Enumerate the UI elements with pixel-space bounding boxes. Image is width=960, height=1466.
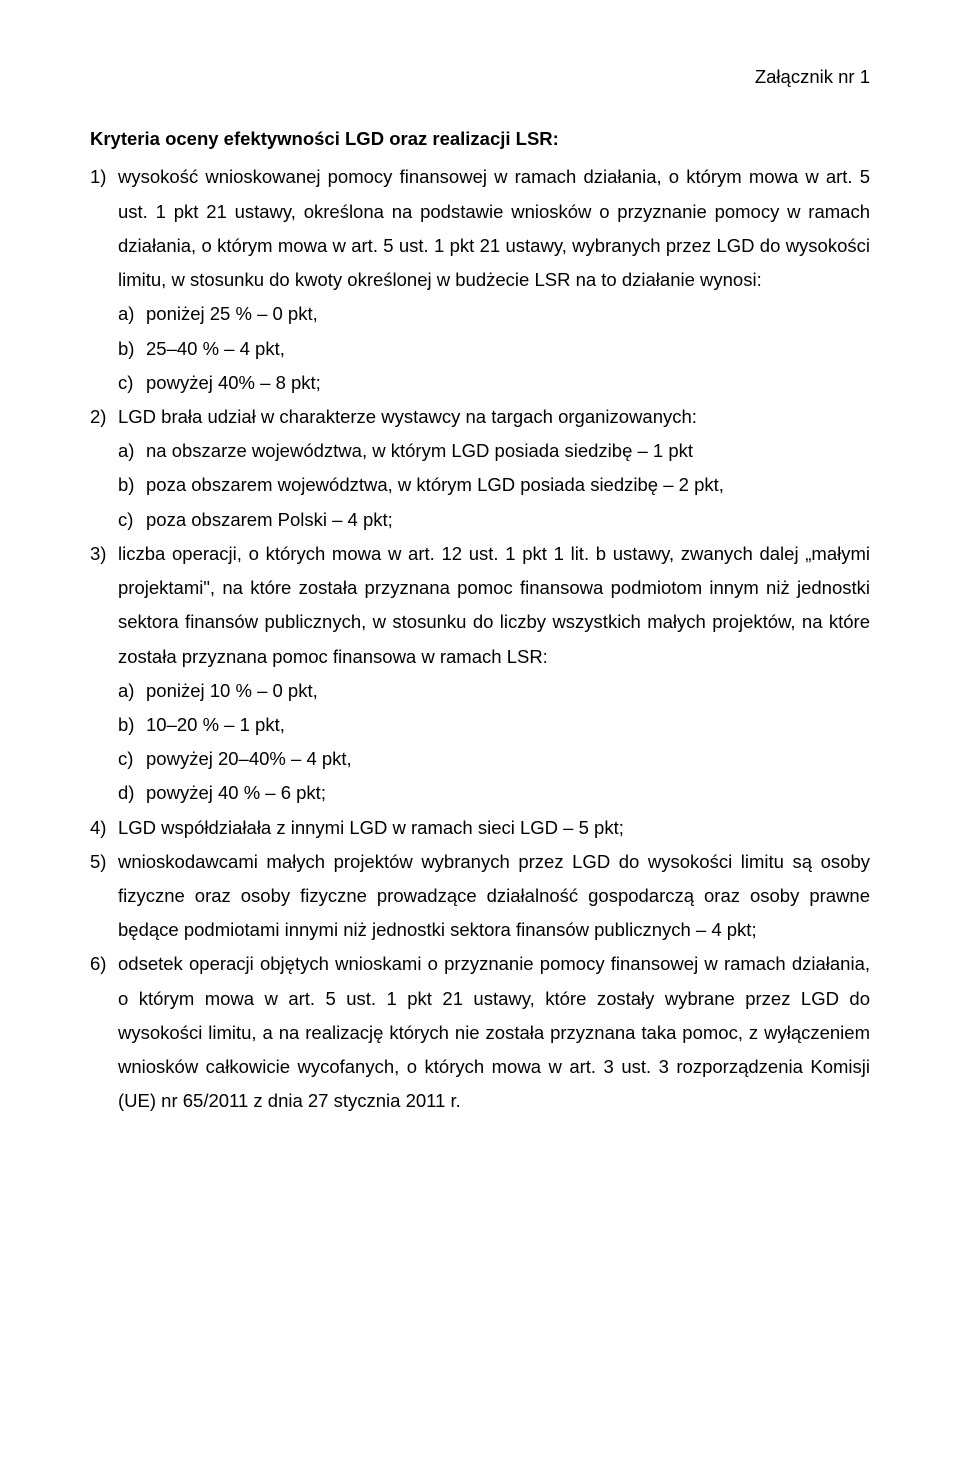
sub-item-label: d) xyxy=(118,776,146,810)
sub-item: a)poniżej 25 % – 0 pkt, xyxy=(118,297,870,331)
item-text: wnioskodawcami małych projektów wybranyc… xyxy=(118,851,870,940)
item-number: 5) xyxy=(90,845,118,948)
sub-item: c)poza obszarem Polski – 4 pkt; xyxy=(118,503,870,537)
sub-item: b)25–40 % – 4 pkt, xyxy=(118,332,870,366)
sub-item-label: c) xyxy=(118,503,146,537)
item-body: LGD współdziałała z innymi LGD w ramach … xyxy=(118,811,870,845)
item-text: liczba operacji, o których mowa w art. 1… xyxy=(118,543,870,667)
sub-item-text: poniżej 25 % – 0 pkt, xyxy=(146,297,870,331)
list-item: 6)odsetek operacji objętych wnioskami o … xyxy=(90,947,870,1118)
sub-item: b)10–20 % – 1 pkt, xyxy=(118,708,870,742)
item-number: 6) xyxy=(90,947,118,1118)
document-title: Kryteria oceny efektywności LGD oraz rea… xyxy=(90,122,870,156)
document-page: Załącznik nr 1 Kryteria oceny efektywnoś… xyxy=(0,0,960,1466)
item-body: wnioskodawcami małych projektów wybranyc… xyxy=(118,845,870,948)
item-body: wysokość wnioskowanej pomocy finansowej … xyxy=(118,160,870,400)
sub-item-label: b) xyxy=(118,332,146,366)
item-number: 3) xyxy=(90,537,118,811)
sub-item: d)powyżej 40 % – 6 pkt; xyxy=(118,776,870,810)
sub-item-text: powyżej 40% – 8 pkt; xyxy=(146,366,870,400)
sub-item-text: poza obszarem Polski – 4 pkt; xyxy=(146,503,870,537)
sub-item-label: c) xyxy=(118,366,146,400)
sub-item-text: 25–40 % – 4 pkt, xyxy=(146,332,870,366)
list-item: 5)wnioskodawcami małych projektów wybran… xyxy=(90,845,870,948)
sub-item-text: powyżej 40 % – 6 pkt; xyxy=(146,776,870,810)
item-text: odsetek operacji objętych wnioskami o pr… xyxy=(118,953,870,1111)
list-item: 2)LGD brała udział w charakterze wystawc… xyxy=(90,400,870,537)
list-item: 4)LGD współdziałała z innymi LGD w ramac… xyxy=(90,811,870,845)
sub-item-text: na obszarze województwa, w którym LGD po… xyxy=(146,434,870,468)
list-item: 3)liczba operacji, o których mowa w art.… xyxy=(90,537,870,811)
sub-item: b)poza obszarem województwa, w którym LG… xyxy=(118,468,870,502)
item-number: 2) xyxy=(90,400,118,537)
sub-item-text: 10–20 % – 1 pkt, xyxy=(146,708,870,742)
item-number: 1) xyxy=(90,160,118,400)
sub-item: c)powyżej 40% – 8 pkt; xyxy=(118,366,870,400)
sub-item-label: a) xyxy=(118,297,146,331)
item-body: liczba operacji, o których mowa w art. 1… xyxy=(118,537,870,811)
sub-item-text: poza obszarem województwa, w którym LGD … xyxy=(146,468,870,502)
item-body: odsetek operacji objętych wnioskami o pr… xyxy=(118,947,870,1118)
sub-item-label: b) xyxy=(118,468,146,502)
sub-item-label: a) xyxy=(118,674,146,708)
item-text: LGD współdziałała z innymi LGD w ramach … xyxy=(118,817,624,838)
sub-item-text: poniżej 10 % – 0 pkt, xyxy=(146,674,870,708)
sub-item: c)powyżej 20–40% – 4 pkt, xyxy=(118,742,870,776)
sub-item-label: c) xyxy=(118,742,146,776)
item-body: LGD brała udział w charakterze wystawcy … xyxy=(118,400,870,537)
sub-item-label: a) xyxy=(118,434,146,468)
item-number: 4) xyxy=(90,811,118,845)
item-text: wysokość wnioskowanej pomocy finansowej … xyxy=(118,166,870,290)
annex-label: Załącznik nr 1 xyxy=(90,60,870,94)
sub-item-label: b) xyxy=(118,708,146,742)
sub-item-text: powyżej 20–40% – 4 pkt, xyxy=(146,742,870,776)
list-item: 1)wysokość wnioskowanej pomocy finansowe… xyxy=(90,160,870,400)
item-text: LGD brała udział w charakterze wystawcy … xyxy=(118,406,697,427)
criteria-list: 1)wysokość wnioskowanej pomocy finansowe… xyxy=(90,160,870,1118)
sub-item: a)poniżej 10 % – 0 pkt, xyxy=(118,674,870,708)
sub-item: a)na obszarze województwa, w którym LGD … xyxy=(118,434,870,468)
